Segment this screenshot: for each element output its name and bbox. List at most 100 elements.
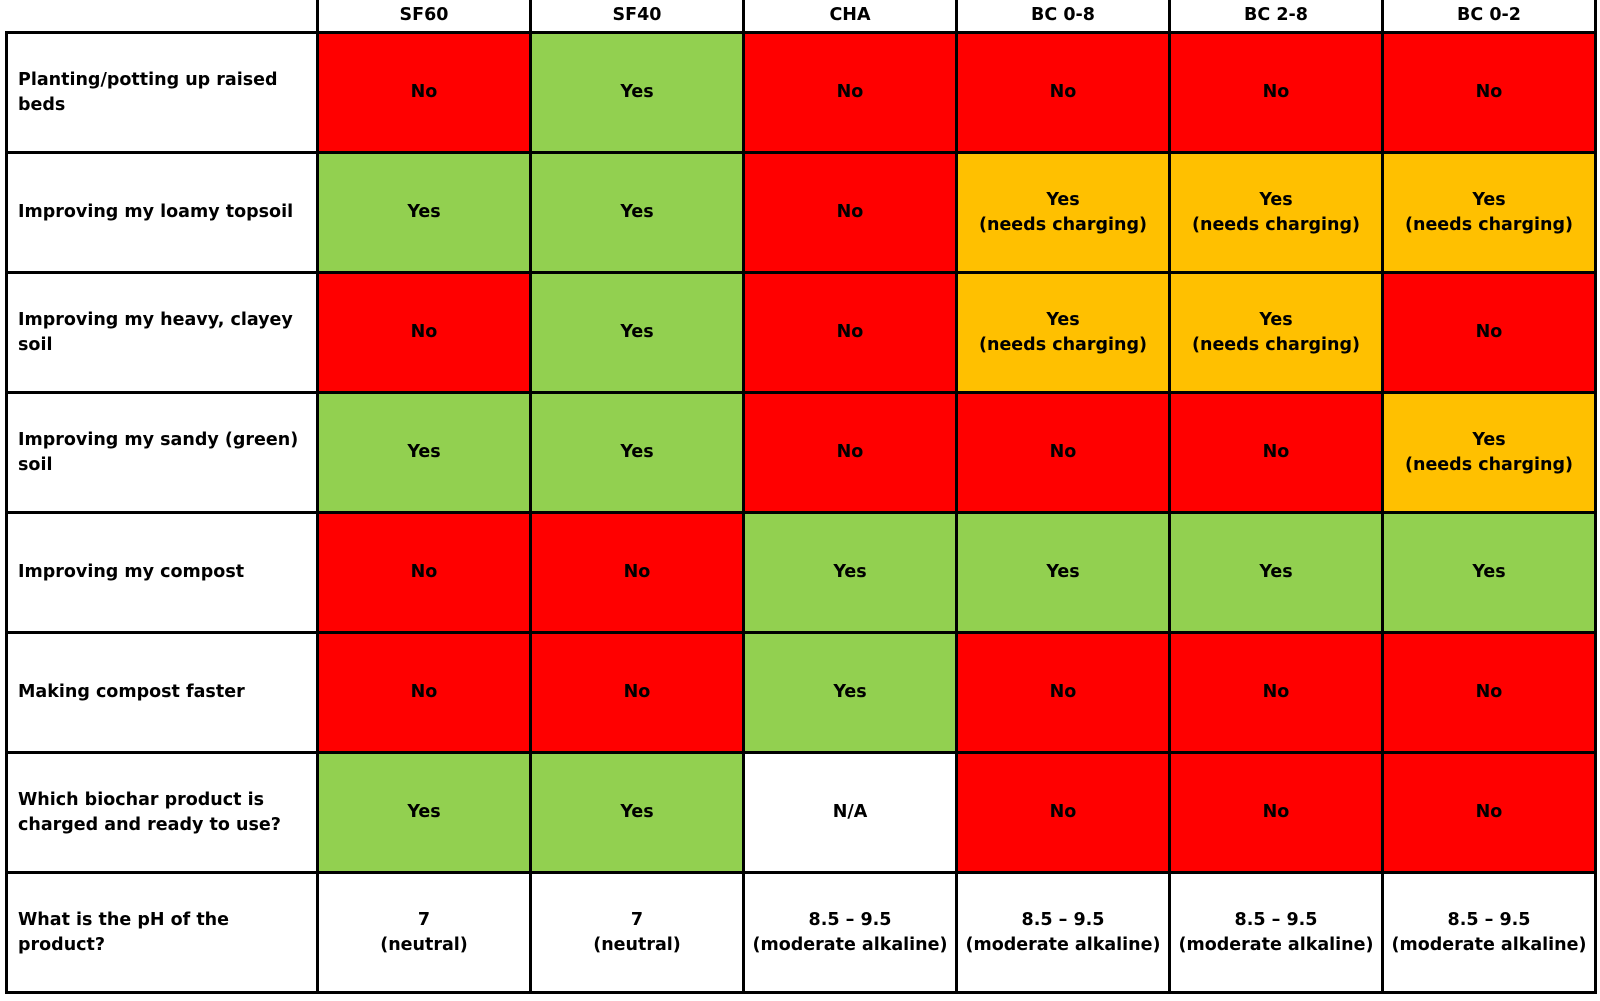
cell-value: Yes — [620, 442, 654, 462]
cell-value: Yes — [620, 802, 654, 822]
cell-value: No — [836, 82, 864, 102]
cell-cha-no: No — [742, 31, 958, 154]
cell-value: No — [410, 82, 438, 102]
cell-bc-0-2-no: No — [1381, 631, 1597, 754]
cell-value: Yes — [407, 442, 441, 462]
cell-sf40-yes: Yes — [529, 151, 745, 274]
header-row: SF60 SF40 CHA BC 0-8 BC 2-8 BC 0-2 — [6, 0, 1597, 34]
cell-bc-0-2-partial: Yes (needs charging) — [1381, 151, 1597, 274]
cell-bc-2-8-yes: Yes — [1168, 511, 1384, 634]
cell-value: N/A — [832, 802, 868, 822]
cell-value: No — [836, 442, 864, 462]
cell-bc-2-8-ph: 8.5 – 9.5 (moderate alkaline) — [1168, 871, 1384, 994]
cell-value: No — [1049, 442, 1077, 462]
cell-value: Yes — [1472, 562, 1506, 582]
cell-sf60-no: No — [316, 271, 532, 394]
cell-bc-2-8-no: No — [1168, 751, 1384, 874]
cell-note: (moderate alkaline) — [965, 934, 1161, 955]
cell-sf60-ph: 7 (neutral) — [316, 871, 532, 994]
cell-note: (moderate alkaline) — [752, 934, 948, 955]
cell-note: (needs charging) — [1191, 334, 1360, 355]
column-header-bc-0-2: BC 0-2 — [1381, 0, 1597, 34]
cell-bc-0-2-no: No — [1381, 31, 1597, 154]
cell-sf60-no: No — [316, 511, 532, 634]
cell-cha-no: No — [742, 151, 958, 274]
cell-value: No — [1262, 442, 1290, 462]
cell-note: (moderate alkaline) — [1178, 934, 1374, 955]
cell-cha-no: No — [742, 271, 958, 394]
cell-bc-0-8-partial: Yes (needs charging) — [955, 151, 1171, 274]
cell-note: (needs charging) — [978, 214, 1147, 235]
row-label: Which biochar product is charged and rea… — [5, 751, 319, 874]
cell-value: No — [1262, 82, 1290, 102]
cell-sf40-yes: Yes — [529, 391, 745, 514]
cell-value: Yes — [1259, 309, 1293, 330]
column-header-bc-0-8: BC 0-8 — [955, 0, 1171, 34]
cell-note: (neutral) — [593, 934, 681, 955]
column-header-sf40: SF40 — [529, 0, 745, 34]
column-header-sf60: SF60 — [316, 0, 532, 34]
cell-bc-0-2-ph: 8.5 – 9.5 (moderate alkaline) — [1381, 871, 1597, 994]
cell-sf60-no: No — [316, 31, 532, 154]
cell-bc-0-2-partial: Yes (needs charging) — [1381, 391, 1597, 514]
cell-note: (needs charging) — [978, 334, 1147, 355]
column-header-bc-2-8: BC 2-8 — [1168, 0, 1384, 34]
cell-note: (needs charging) — [1191, 214, 1360, 235]
cell-sf60-yes: Yes — [316, 151, 532, 274]
cell-value: No — [410, 682, 438, 702]
cell-bc-0-8-no: No — [955, 391, 1171, 514]
cell-value: Yes — [620, 202, 654, 222]
cell-bc-0-2-yes: Yes — [1381, 511, 1597, 634]
cell-value: Yes — [620, 322, 654, 342]
cell-value: 8.5 – 9.5 — [1234, 909, 1318, 930]
cell-sf60-yes: Yes — [316, 391, 532, 514]
cell-bc-0-8-no: No — [955, 31, 1171, 154]
row-label: Improving my sandy (green) soil — [5, 391, 319, 514]
table-row: Which biochar product is charged and rea… — [5, 751, 1597, 874]
cell-value: No — [1049, 682, 1077, 702]
cell-value: No — [1262, 682, 1290, 702]
cell-value: 8.5 – 9.5 — [1447, 909, 1531, 930]
cell-sf60-yes: Yes — [316, 751, 532, 874]
cell-value: No — [1475, 322, 1503, 342]
cell-value: Yes — [407, 202, 441, 222]
cell-bc-2-8-partial: Yes (needs charging) — [1168, 271, 1384, 394]
row-label: Improving my compost — [5, 511, 319, 634]
cell-bc-0-2-no: No — [1381, 271, 1597, 394]
cell-sf60-no: No — [316, 631, 532, 754]
cell-bc-0-8-partial: Yes (needs charging) — [955, 271, 1171, 394]
cell-bc-0-8-no: No — [955, 631, 1171, 754]
row-label: Making compost faster — [5, 631, 319, 754]
cell-note: (moderate alkaline) — [1391, 934, 1587, 955]
cell-cha-na: N/A — [742, 751, 958, 874]
cell-value: Yes — [1259, 189, 1293, 210]
cell-value: No — [623, 562, 651, 582]
cell-value: 7 — [630, 909, 644, 930]
cell-sf40-no: No — [529, 631, 745, 754]
cell-value: No — [1049, 82, 1077, 102]
cell-value: Yes — [1259, 562, 1293, 582]
cell-sf40-ph: 7 (neutral) — [529, 871, 745, 994]
cell-value: No — [836, 322, 864, 342]
table-row: Making compost faster No No Yes No No No — [5, 631, 1597, 754]
table-body: Planting/potting up raised beds No Yes No No… — [5, 31, 1597, 994]
column-header-cha: CHA — [742, 0, 958, 34]
cell-value: Yes — [833, 682, 867, 702]
cell-cha-ph: 8.5 – 9.5 (moderate alkaline) — [742, 871, 958, 994]
cell-value: Yes — [1472, 429, 1506, 450]
cell-value: No — [623, 682, 651, 702]
table-row: Planting/potting up raised beds No Yes No No… — [5, 31, 1597, 154]
cell-value: Yes — [1046, 309, 1080, 330]
cell-value: 7 — [417, 909, 431, 930]
cell-value: Yes — [407, 802, 441, 822]
cell-bc-0-8-ph: 8.5 – 9.5 (moderate alkaline) — [955, 871, 1171, 994]
cell-cha-yes: Yes — [742, 511, 958, 634]
cell-bc-2-8-no: No — [1168, 631, 1384, 754]
cell-cha-yes: Yes — [742, 631, 958, 754]
cell-note: (needs charging) — [1404, 214, 1573, 235]
cell-value: No — [1049, 802, 1077, 822]
cell-sf40-no: No — [529, 511, 745, 634]
cell-value: No — [836, 202, 864, 222]
cell-value: No — [410, 322, 438, 342]
cell-value: No — [1475, 802, 1503, 822]
